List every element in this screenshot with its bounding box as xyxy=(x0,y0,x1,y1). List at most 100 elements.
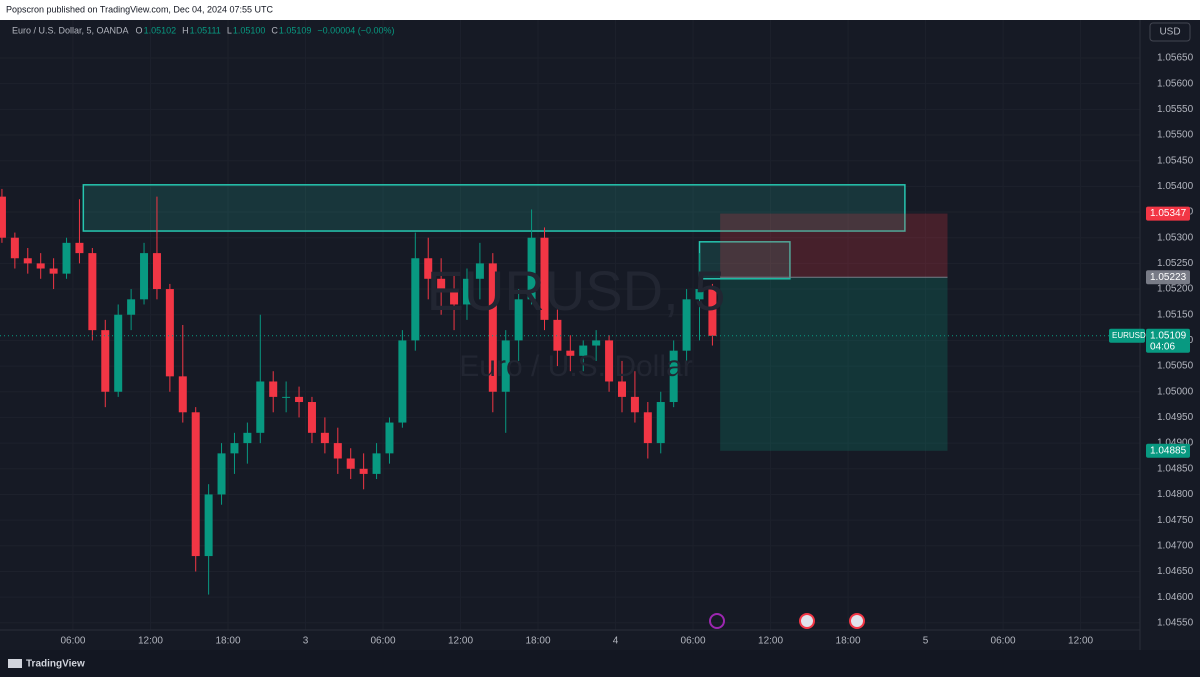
candle-body xyxy=(114,314,123,392)
candle xyxy=(204,484,213,595)
candle xyxy=(553,309,562,367)
ohlc-label: L xyxy=(227,25,232,35)
candle xyxy=(0,188,6,243)
candle xyxy=(10,232,19,269)
candle xyxy=(437,258,446,315)
candle-body xyxy=(643,412,652,444)
y-tick-label: 1.04600 xyxy=(1157,592,1194,603)
y-tick-label: 1.05550 xyxy=(1157,104,1194,115)
event-icon[interactable] xyxy=(849,613,865,629)
candle-body xyxy=(605,340,614,382)
candle xyxy=(178,325,187,423)
candle-body xyxy=(333,443,342,459)
candle-body xyxy=(140,253,149,300)
candle-body xyxy=(165,289,174,377)
candle xyxy=(398,330,407,428)
zone xyxy=(82,184,906,232)
candle-body xyxy=(527,237,536,300)
footer-logo: TradingView xyxy=(26,659,85,670)
candle-body xyxy=(152,253,161,290)
candle xyxy=(307,396,316,444)
y-tick-label: 1.05450 xyxy=(1157,155,1194,166)
candle xyxy=(282,381,291,413)
candle xyxy=(540,227,549,331)
watermark-description: Euro / U.S. Dollar xyxy=(459,350,692,383)
y-tick-label: 1.05000 xyxy=(1157,386,1194,397)
candle-body xyxy=(372,453,381,474)
candle xyxy=(605,335,614,392)
ohlc-value: 1.05100 xyxy=(233,25,266,35)
y-tick-label: 1.04950 xyxy=(1157,412,1194,423)
candle-body xyxy=(450,289,459,305)
candle xyxy=(527,209,536,305)
y-tick-label: 1.05200 xyxy=(1157,284,1194,295)
candle-body xyxy=(462,278,471,305)
candle xyxy=(75,199,84,264)
candle-body xyxy=(243,432,252,444)
candle-body xyxy=(36,263,45,269)
candle-body xyxy=(295,396,304,403)
candle-body xyxy=(256,381,265,433)
candle-body xyxy=(475,263,484,279)
candle-body xyxy=(75,242,84,254)
candle-body xyxy=(501,340,510,392)
candle xyxy=(592,330,601,361)
y-tick-label: 1.04700 xyxy=(1157,540,1194,551)
candle xyxy=(62,237,71,279)
candle xyxy=(372,443,381,480)
currency-button[interactable] xyxy=(1149,22,1191,42)
candle xyxy=(695,253,704,341)
candle xyxy=(411,232,420,351)
candle-body xyxy=(566,350,575,356)
x-tick-label: 18:00 xyxy=(526,636,551,647)
x-tick-label: 12:00 xyxy=(1068,636,1093,647)
candle-body xyxy=(617,381,626,397)
candle xyxy=(617,360,626,413)
candle xyxy=(501,330,510,433)
footer-bar xyxy=(0,650,1200,677)
y-tick-label: 1.05300 xyxy=(1157,232,1194,243)
ohlc-label: O xyxy=(136,25,143,35)
candle-body xyxy=(23,258,32,264)
candle-body xyxy=(10,237,19,259)
y-tick-label: 1.04850 xyxy=(1157,463,1194,474)
candle-body xyxy=(669,350,678,403)
stop-zone xyxy=(720,213,948,278)
candle xyxy=(462,268,471,320)
event-icon[interactable] xyxy=(709,613,725,629)
y-tick-label: 1.05500 xyxy=(1157,130,1194,141)
last-price: 1.05109 xyxy=(1150,330,1187,341)
ohlc-value: 1.05109 xyxy=(279,25,312,35)
x-tick-label: 18:00 xyxy=(215,636,240,647)
candle xyxy=(333,427,342,474)
candle xyxy=(88,247,97,341)
candle xyxy=(346,448,355,480)
last-price-bg xyxy=(1146,328,1190,353)
currency[interactable]: USD xyxy=(1159,27,1180,38)
y-tick-label: 1.05650 xyxy=(1157,53,1194,64)
candle xyxy=(269,371,278,413)
candle xyxy=(243,422,252,464)
x-tick-label: 3 xyxy=(303,636,309,647)
x-tick-label: 12:00 xyxy=(138,636,163,647)
candle xyxy=(256,314,265,444)
candle-body xyxy=(437,278,446,290)
watermark-symbol: EURUSD, 5 xyxy=(427,259,726,322)
candle-body xyxy=(592,340,601,346)
candle xyxy=(475,242,484,300)
y-tick-label: 1.05150 xyxy=(1157,309,1194,320)
x-tick-label: 06:00 xyxy=(370,636,395,647)
candle xyxy=(165,283,174,392)
candle xyxy=(656,391,665,454)
candle-body xyxy=(695,289,704,300)
candle-body xyxy=(178,376,187,413)
candle xyxy=(488,253,497,413)
x-tick-label: 4 xyxy=(613,636,619,647)
candle xyxy=(127,289,136,331)
candle-body xyxy=(385,422,394,454)
candle xyxy=(385,417,394,464)
candle-body xyxy=(346,458,355,469)
event-icon[interactable] xyxy=(799,613,815,629)
candle-body xyxy=(708,289,717,336)
candle xyxy=(514,289,523,361)
